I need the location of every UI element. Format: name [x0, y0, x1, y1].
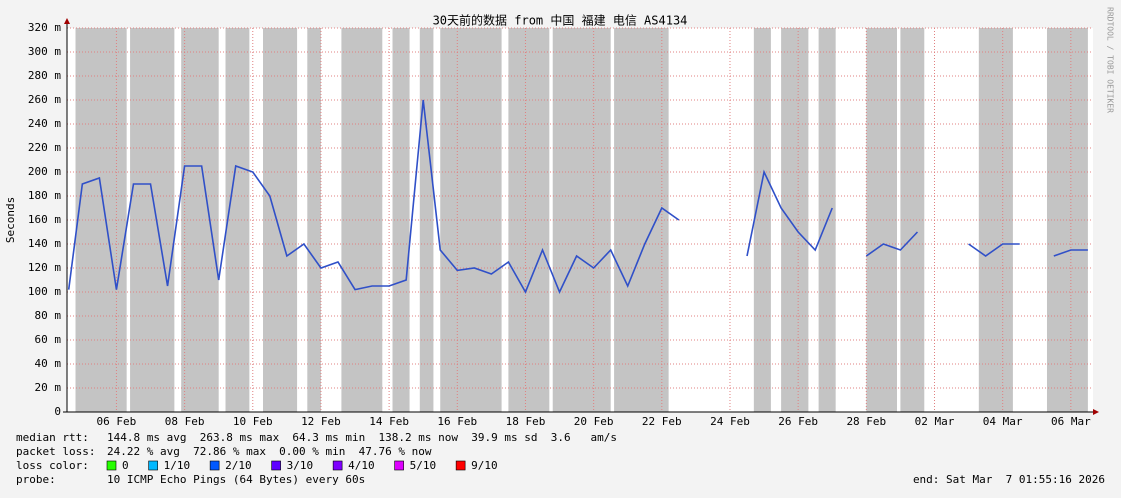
y-axis-label: Seconds — [4, 197, 17, 243]
loss-band — [392, 28, 410, 412]
x-tick-label: 28 Feb — [846, 415, 886, 428]
footer-end: end: Sat Mar 7 01:55:16 2026 — [913, 473, 1105, 486]
footer-label: loss color: — [16, 459, 89, 472]
y-tick-label: 60 m — [35, 333, 62, 346]
loss-band — [307, 28, 321, 412]
loss-color-swatch — [394, 460, 404, 471]
y-tick-label: 180 m — [28, 189, 61, 202]
loss-color-swatch — [106, 460, 117, 471]
watermark: RRDTOOL / TOBI OETIKER — [1106, 7, 1115, 113]
loss-color-label: 9/10 — [471, 459, 498, 472]
loss-band — [614, 28, 669, 412]
x-tick-label: 12 Feb — [301, 415, 341, 428]
median-line — [67, 99, 1088, 294]
y-tick-label: 160 m — [28, 213, 61, 226]
footer-label: packet loss: — [16, 445, 95, 458]
footer-text: 144.8 ms avg 263.8 ms max 64.3 ms min 13… — [107, 431, 617, 444]
loss-color-label: 5/10 — [410, 459, 437, 472]
y-tick-label: 40 m — [35, 357, 62, 370]
y-tick-label: 140 m — [28, 237, 61, 250]
y-tick-label: 100 m — [28, 285, 61, 298]
loss-color-swatch — [209, 460, 220, 471]
axis-arrow — [64, 18, 70, 24]
loss-band — [508, 28, 550, 412]
loss-band — [753, 28, 771, 412]
loss-color-label: 3/10 — [287, 459, 314, 472]
footer-text: 24.22 % avg 72.86 % max 0.00 % min 47.76… — [107, 445, 432, 458]
y-tick-label: 120 m — [28, 261, 61, 274]
loss-band — [900, 28, 925, 412]
x-tick-label: 18 Feb — [506, 415, 546, 428]
loss-band — [781, 28, 809, 412]
x-tick-label: 04 Mar — [983, 415, 1023, 428]
footer-label: median rtt: — [16, 431, 89, 444]
loss-color-label: 0 — [122, 459, 129, 472]
y-tick-label: 0 — [54, 405, 61, 418]
x-tick-label: 02 Mar — [915, 415, 955, 428]
x-tick-label: 10 Feb — [233, 415, 273, 428]
loss-band — [440, 28, 502, 412]
x-tick-label: 08 Feb — [165, 415, 205, 428]
x-tick-label: 16 Feb — [437, 415, 477, 428]
x-tick-label: 06 Feb — [97, 415, 137, 428]
y-tick-label: 80 m — [35, 309, 62, 322]
x-tick-label: 06 Mar — [1051, 415, 1091, 428]
x-tick-label: 24 Feb — [710, 415, 750, 428]
x-tick-label: 26 Feb — [778, 415, 818, 428]
x-tick-label: 20 Feb — [574, 415, 614, 428]
y-tick-label: 220 m — [28, 141, 61, 154]
loss-band — [978, 28, 1013, 412]
footer-text: 10 ICMP Echo Pings (64 Bytes) every 60s — [107, 473, 365, 486]
chart-title: 30天前的数据 from 中国 福建 电信 AS4134 — [433, 13, 688, 28]
x-tick-label: 14 Feb — [369, 415, 409, 428]
loss-band — [225, 28, 250, 412]
loss-color-label: 4/10 — [348, 459, 375, 472]
loss-color-swatch — [271, 460, 281, 471]
x-tick-label: 22 Feb — [642, 415, 682, 428]
y-tick-label: 240 m — [28, 117, 61, 130]
footer-label: probe: — [16, 473, 56, 486]
y-tick-label: 280 m — [28, 69, 61, 82]
y-tick-label: 300 m — [28, 45, 61, 58]
loss-color-label: 2/10 — [225, 459, 252, 472]
loss-color-label: 1/10 — [164, 459, 191, 472]
loss-color-swatch — [332, 460, 343, 471]
loss-color-swatch — [455, 460, 466, 471]
axis-arrow — [1093, 409, 1099, 415]
y-tick-label: 260 m — [28, 93, 61, 106]
y-tick-label: 200 m — [28, 165, 61, 178]
loss-color-swatch — [148, 460, 158, 471]
y-tick-label: 320 m — [28, 21, 61, 34]
y-tick-label: 20 m — [35, 381, 62, 394]
